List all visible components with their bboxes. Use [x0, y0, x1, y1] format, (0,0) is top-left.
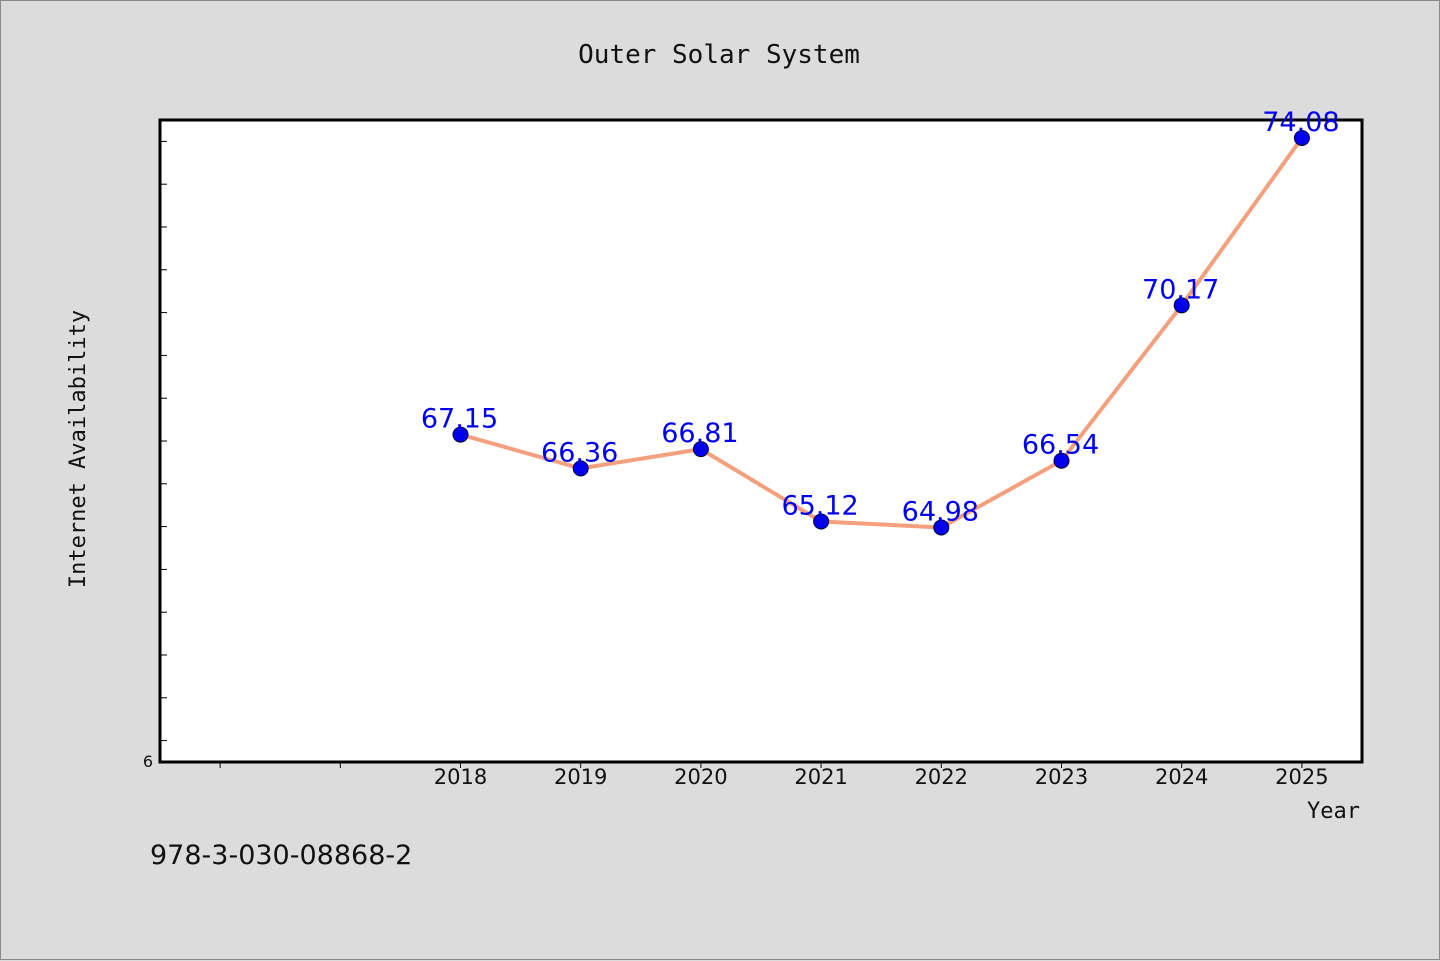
series-layer: 67.15 66.36 66.81 65.12 64.98 66.54 70.17 74.08 — [421, 107, 1340, 536]
data-label-2022: 64.98 — [902, 496, 979, 527]
x-tick-label-2019: 2019 — [554, 765, 607, 789]
data-label-2025: 74.08 — [1262, 107, 1339, 138]
data-point-2020 — [692, 441, 709, 458]
y-axis-label: Internet Availability — [66, 310, 91, 588]
x-tick-label-2024: 2024 — [1155, 765, 1208, 789]
x-axis-ticks: 2018 2019 2020 2021 2022 2023 2024 2025 — [219, 762, 1329, 789]
y-tick-label-bottom: 6 — [143, 752, 153, 771]
data-point-2019 — [572, 460, 589, 477]
data-label-2023: 66.54 — [1022, 430, 1099, 461]
data-label-2018: 67.15 — [421, 404, 498, 435]
x-tick-label-2021: 2021 — [794, 765, 847, 789]
data-point-2021 — [813, 513, 830, 530]
series-line-0 — [458, 135, 1304, 530]
x-axis-label: Year — [1307, 799, 1360, 824]
data-label-2019: 66.36 — [541, 437, 618, 468]
data-label-2020: 66.81 — [661, 418, 738, 449]
data-point-2025 — [1293, 129, 1310, 146]
y-axis-ticks — [160, 140, 167, 742]
x-tick-label-2023: 2023 — [1035, 765, 1088, 789]
data-label-2021: 65.12 — [781, 490, 858, 521]
data-label-2024: 70.17 — [1142, 274, 1219, 305]
chart-title: Outer Solar System — [578, 40, 860, 70]
x-tick-label-2022: 2022 — [915, 765, 968, 789]
data-point-2024 — [1173, 297, 1190, 314]
isbn-label: 978-3-030-08868-2 — [150, 840, 412, 871]
x-tick-label-2020: 2020 — [674, 765, 727, 789]
x-tick-label-2025: 2025 — [1275, 765, 1328, 789]
plot-area — [158, 118, 1364, 764]
data-point-2022 — [933, 519, 950, 536]
data-point-2023 — [1053, 452, 1070, 469]
x-tick-label-2018: 2018 — [434, 765, 487, 789]
data-point-2018 — [452, 426, 469, 443]
